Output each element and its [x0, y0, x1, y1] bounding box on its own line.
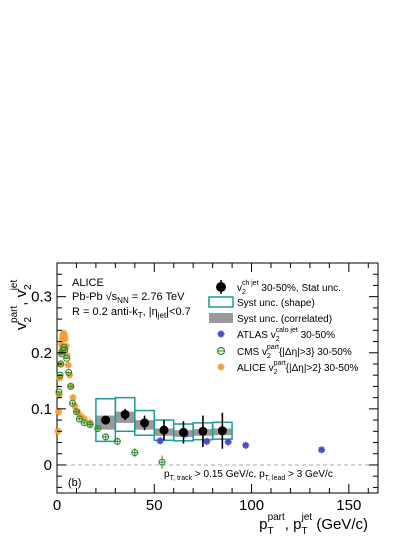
y-tick-label: 0.1	[31, 401, 52, 418]
experiment-label: ALICE	[72, 277, 104, 289]
atlas-point-stroke	[225, 438, 232, 446]
atlas-point	[203, 437, 211, 445]
legend-marker-gray-box	[209, 313, 233, 323]
legend-atlas-star-stroke	[217, 330, 225, 338]
atlas-point	[224, 438, 232, 446]
legend-entry-alice-part: ALICE v2part{|Δη|>2} 30-50%	[217, 360, 359, 376]
x-tick-label: 0	[53, 497, 61, 514]
cms-point	[69, 399, 77, 407]
legend-entry-correlated: Syst unc. (correlated)	[209, 313, 332, 325]
legend-text-alice-part: ALICE v2part{|Δη|>2} 30-50%	[237, 360, 359, 376]
cms-point	[67, 382, 75, 390]
legend-entry-alice-jet: v2ch jet 30-50%, Stat unc.	[216, 280, 341, 296]
legend-alice-part-star	[217, 363, 225, 371]
atlas-point-stroke	[318, 446, 325, 453]
alice-jet-point	[159, 425, 169, 435]
legend-entry-cms: CMS v2part{|Δη|>3} 30-50%	[216, 344, 352, 360]
jet-definition-label: R = 0.2 anti-kT, |ηjet|<0.7	[72, 306, 191, 320]
alice-part-point	[61, 335, 69, 343]
legend: v2ch jet 30-50%, Stat unc. Syst unc. (sh…	[208, 280, 359, 376]
alice-jet-point	[198, 426, 208, 436]
legend-alice-part-star-stroke	[217, 363, 225, 371]
legend-marker-teal-box	[208, 296, 234, 308]
legend-text-shape: Syst unc. (shape)	[237, 298, 315, 309]
alice-jet-point	[178, 427, 188, 437]
cms-point	[55, 388, 63, 396]
alice-part-point	[64, 361, 72, 369]
cms-point	[94, 424, 102, 433]
legend-entry-atlas: ATLAS v2calo jet 30-50%	[217, 327, 335, 343]
legend-text-alice-jet: v2ch jet 30-50%, Stat unc.	[237, 280, 341, 296]
cms-point	[56, 371, 64, 379]
alice-part-point-stroke	[62, 335, 69, 342]
alice-part-point-stroke	[71, 402, 79, 410]
y-axis-title: v2part, v2jet	[9, 280, 34, 330]
atlas-point	[156, 437, 164, 445]
alice-part-point-stroke	[55, 408, 62, 415]
panel-label: (b)	[68, 477, 81, 489]
alice-part-point-stroke	[65, 361, 72, 369]
cms-point	[86, 421, 94, 429]
alice-jet-point	[120, 409, 130, 419]
legend-text-cms: CMS v2part{|Δη|>3} 30-50%	[237, 344, 352, 360]
cms-point	[72, 408, 81, 416]
x-tick-label: 150	[336, 497, 361, 514]
x-axis-title: pTpart, pTjet (GeV/c)	[259, 512, 368, 537]
cms-point	[131, 449, 139, 457]
legend-text-correlated: Syst unc. (correlated)	[237, 314, 332, 325]
axis-ticks: 0 50 100 150 0 0.1 0.2 0.3	[31, 262, 378, 514]
y-tick-label: 0.2	[31, 345, 52, 362]
x-tick-label: 100	[239, 497, 264, 514]
atlas-point-stroke	[203, 438, 210, 445]
y-tick-label: 0	[44, 457, 52, 474]
atlas-point-stroke	[242, 442, 249, 449]
legend-text-atlas: ATLAS v2calo jet 30-50%	[237, 327, 335, 343]
y-tick-label: 0.3	[31, 289, 52, 306]
legend-entry-shape: Syst unc. (shape)	[208, 296, 315, 309]
cms-point	[65, 368, 73, 376]
x-tick-label: 50	[146, 497, 163, 514]
legend-marker-blue-star	[217, 330, 225, 338]
alice-part-point-stroke	[69, 394, 77, 401]
legend-atlas-star	[217, 330, 225, 338]
cms-point	[102, 433, 110, 441]
cms-point	[113, 437, 121, 445]
kinematic-cuts-label: pT, track > 0.15 GeV/c, pT, lead > 3 GeV…	[164, 469, 333, 482]
alice-part-point-stroke	[58, 341, 65, 348]
cms-point	[75, 415, 83, 423]
alice-jet-point	[101, 415, 111, 425]
alice-jet-point	[140, 418, 150, 428]
atlas-point-stroke	[156, 437, 164, 444]
alice-jet-point	[217, 426, 227, 436]
atlas-point	[318, 446, 326, 454]
legend-marker-orange-star	[217, 363, 225, 371]
atlas-point	[242, 441, 250, 449]
cms-point	[63, 354, 71, 362]
cms-point	[158, 458, 166, 466]
system-label: Pb-Pb √sNN = 2.76 TeV	[72, 291, 185, 305]
